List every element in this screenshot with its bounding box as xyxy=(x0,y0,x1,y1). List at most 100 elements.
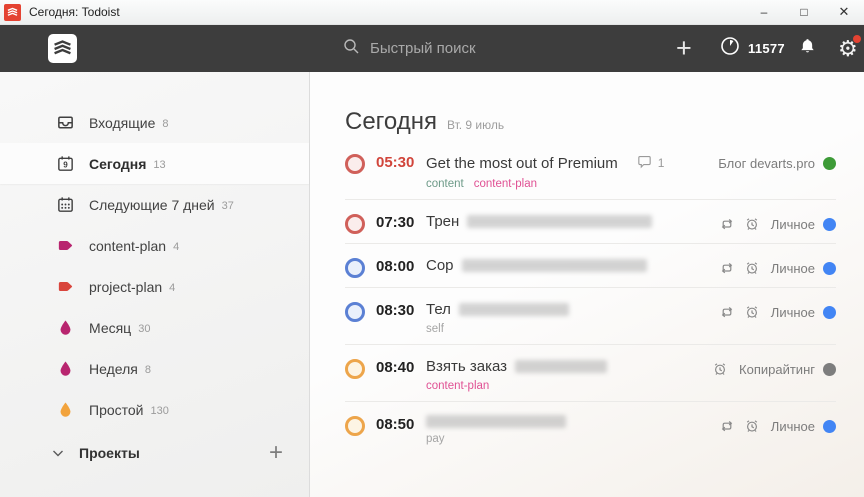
task-content: Тел self xyxy=(426,301,698,335)
sidebar-list: Входящие 8 9 Сегодня 13 Следующие 7 дней 37 con… xyxy=(0,102,309,430)
task-time: 08:50 xyxy=(376,416,415,433)
todoist-app-icon xyxy=(4,3,21,21)
sidebar: Входящие 8 9 Сегодня 13 Следующие 7 дней 37 con… xyxy=(0,72,310,497)
add-project-button[interactable]: + xyxy=(268,438,283,466)
karma-widget[interactable]: 11577 xyxy=(720,25,785,72)
task-meta: Личное xyxy=(710,418,836,434)
task-title[interactable]: Взять заказ xyxy=(426,358,508,375)
repeat-icon xyxy=(719,216,735,232)
chevron-down-icon xyxy=(50,445,66,461)
task-project-name[interactable]: Личное xyxy=(770,216,815,232)
task-content: Трен xyxy=(426,213,698,230)
task-comments[interactable]: 1 xyxy=(636,153,665,173)
app-header: Быстрый поиск + 11577 ⚙ xyxy=(0,25,864,72)
task-project-name[interactable]: Копирайтинг xyxy=(739,361,815,377)
task-title[interactable]: Тел xyxy=(426,301,451,318)
task-labels: content-plan xyxy=(426,380,691,392)
sidebar-item-count: 4 xyxy=(169,281,176,294)
alarm-icon xyxy=(712,361,728,377)
task-labels: pay xyxy=(426,433,698,445)
karma-gauge-icon xyxy=(720,36,740,61)
task-row[interactable]: 05:30 Get the most out of Premium 1 content… xyxy=(345,140,836,200)
task-label[interactable]: pay xyxy=(426,433,445,445)
task-complete-circle[interactable] xyxy=(345,258,365,278)
sidebar-item-count: 130 xyxy=(150,404,169,417)
task-label[interactable]: self xyxy=(426,323,444,335)
settings-button[interactable]: ⚙ xyxy=(838,25,861,72)
task-project-name[interactable]: Блог devarts.pro xyxy=(718,156,815,171)
projects-header-label: Проекты xyxy=(79,444,140,461)
task-time: 08:30 xyxy=(376,302,415,319)
minimize-button[interactable]: – xyxy=(760,5,768,19)
todoist-logo[interactable] xyxy=(48,34,77,63)
sidebar-item-label: Сегодня xyxy=(89,155,147,172)
sidebar-item-count: 4 xyxy=(173,240,180,253)
task-title[interactable]: Сор xyxy=(426,257,454,274)
repeat-icon xyxy=(719,260,735,276)
project-color-dot xyxy=(823,305,836,319)
quick-search[interactable]: Быстрый поиск xyxy=(343,25,476,72)
sidebar-item-label: Месяц xyxy=(89,319,132,336)
sidebar-item-входящие[interactable]: Входящие 8 xyxy=(0,102,309,143)
search-placeholder: Быстрый поиск xyxy=(370,40,476,57)
task-complete-circle[interactable] xyxy=(345,302,365,322)
sidebar-item-count: 37 xyxy=(221,199,234,212)
project-color-dot xyxy=(823,362,836,376)
sidebar-item-count: 13 xyxy=(153,158,166,171)
sidebar-item-сегодня[interactable]: 9 Сегодня 13 xyxy=(0,143,309,184)
comment-count: 1 xyxy=(657,156,665,170)
task-list: 05:30 Get the most out of Premium 1 content… xyxy=(345,140,836,454)
titlebar: Сегодня: Todoist – □ ✕ xyxy=(0,0,864,25)
task-label[interactable]: content-plan xyxy=(426,380,490,392)
task-complete-circle[interactable] xyxy=(345,214,365,234)
maximize-button[interactable]: □ xyxy=(800,5,808,19)
add-task-button[interactable]: + xyxy=(676,33,692,63)
task-row[interactable]: 08:50 pay Личное xyxy=(345,402,836,454)
sidebar-item-content-plan[interactable]: content-plan 4 xyxy=(0,225,309,266)
notifications-button[interactable] xyxy=(798,25,817,72)
task-label[interactable]: content xyxy=(426,178,464,190)
task-complete-circle[interactable] xyxy=(345,359,365,379)
window-controls: – □ ✕ xyxy=(744,0,864,24)
task-content: Взять заказ content-plan xyxy=(426,358,691,392)
task-row[interactable]: 08:40 Взять заказ content-plan Копирайтинг xyxy=(345,345,836,402)
task-meta: Личное xyxy=(710,216,836,232)
bell-icon xyxy=(798,37,817,61)
calendar-week-icon xyxy=(55,195,75,215)
task-labels: content content-plan xyxy=(426,178,695,190)
task-complete-circle[interactable] xyxy=(345,154,365,174)
sidebar-item-неделя[interactable]: Неделя 8 xyxy=(0,348,309,389)
sidebar-item-label: Простой xyxy=(89,401,144,418)
sidebar-item-label: Следующие 7 дней xyxy=(89,196,215,213)
task-row[interactable]: 08:00 Сор Личное xyxy=(345,244,836,288)
task-time: 07:30 xyxy=(376,214,415,231)
sidebar-item-project-plan[interactable]: project-plan 4 xyxy=(0,266,309,307)
task-meta: Личное xyxy=(710,304,836,320)
task-complete-circle[interactable] xyxy=(345,416,365,436)
task-meta: Личное xyxy=(710,260,836,276)
task-meta: Копирайтинг xyxy=(703,361,836,377)
task-label[interactable]: content-plan xyxy=(473,178,538,190)
drop-icon xyxy=(55,400,75,420)
task-title[interactable]: Трен xyxy=(426,213,460,230)
task-project-name[interactable]: Личное xyxy=(770,418,815,434)
task-title[interactable]: Get the most out of Premium xyxy=(426,154,618,172)
task-content: Get the most out of Premium 1 content conte… xyxy=(426,153,695,191)
redacted-text xyxy=(515,360,608,373)
calendar-today-icon: 9 xyxy=(55,154,75,174)
sidebar-item-label: project-plan xyxy=(89,278,163,295)
karma-count: 11577 xyxy=(748,41,785,56)
task-project-name[interactable]: Личное xyxy=(770,260,815,276)
sidebar-item-простой[interactable]: Простой 130 xyxy=(0,389,309,430)
sidebar-item-следующие-7-дней[interactable]: Следующие 7 дней 37 xyxy=(0,184,309,225)
close-button[interactable]: ✕ xyxy=(838,4,850,19)
sidebar-item-месяц[interactable]: Месяц 30 xyxy=(0,307,309,348)
task-row[interactable]: 08:30 Тел self Личное xyxy=(345,288,836,345)
repeat-icon xyxy=(719,304,735,320)
task-project-name[interactable]: Личное xyxy=(770,304,815,320)
alarm-icon xyxy=(744,418,760,434)
task-row[interactable]: 07:30 Трен Личное xyxy=(345,200,836,244)
redacted-text xyxy=(458,303,569,316)
projects-header[interactable]: Проекты + xyxy=(0,432,309,473)
